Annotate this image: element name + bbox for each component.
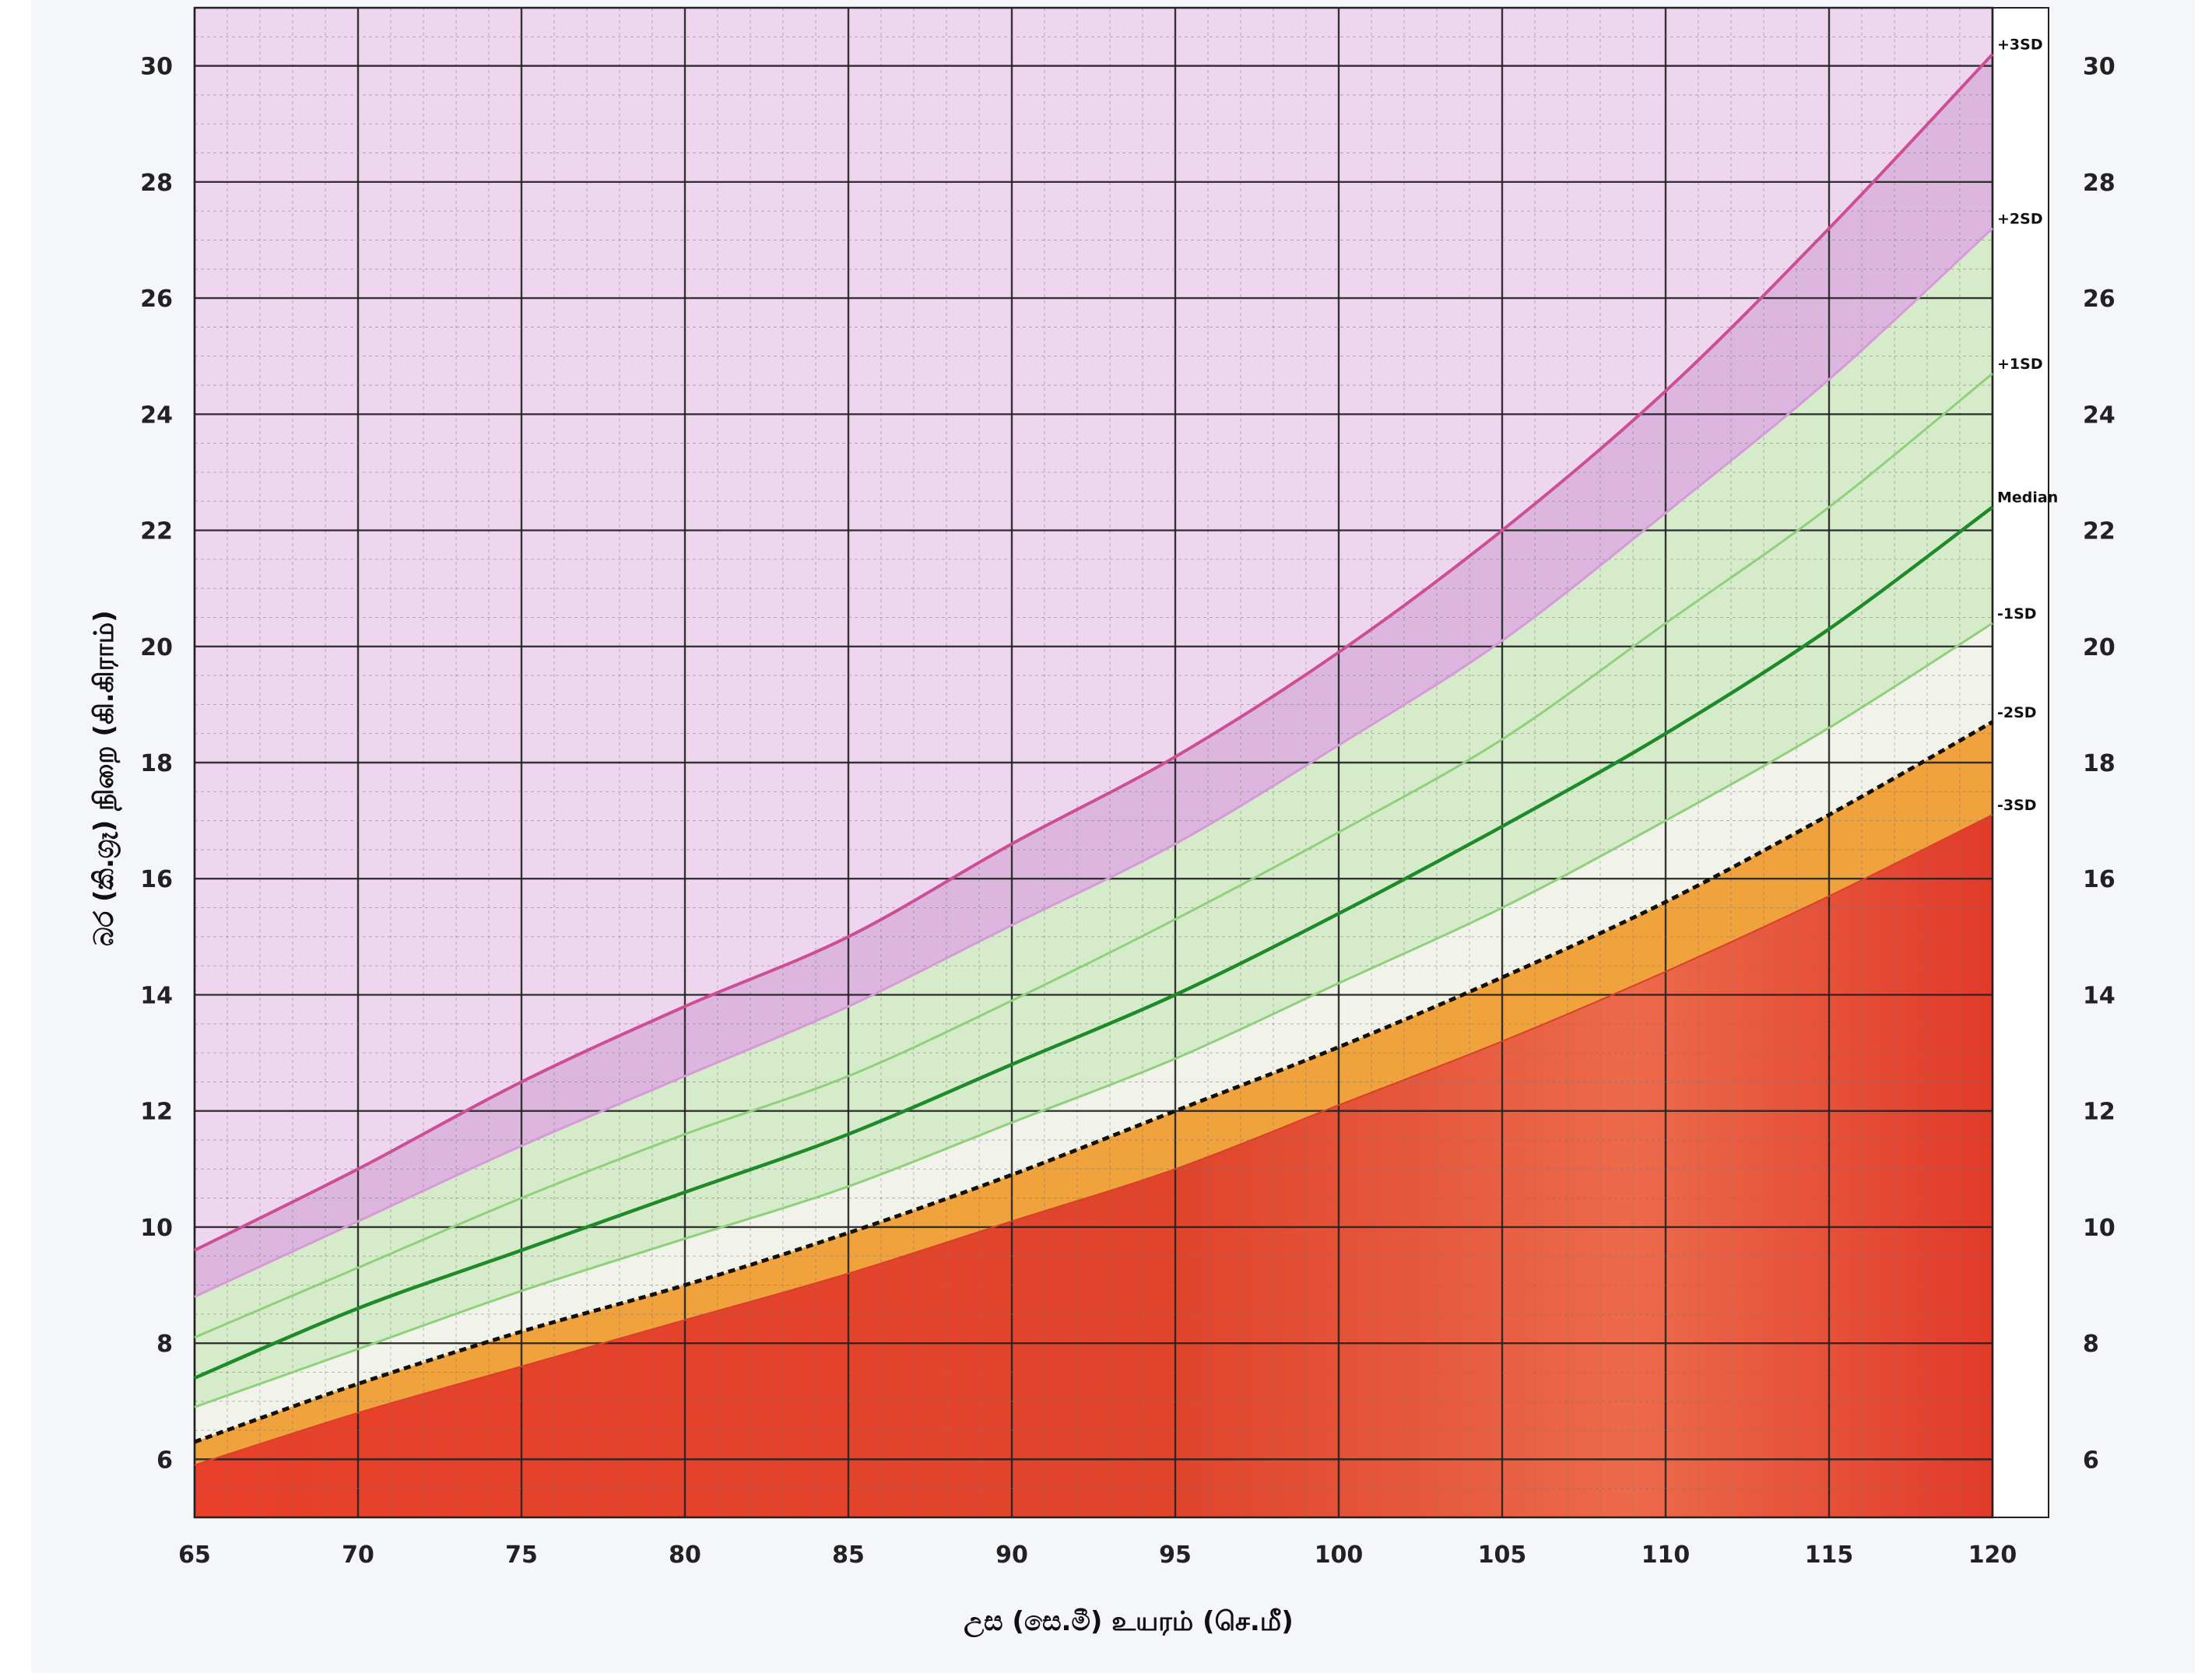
band-plus2-plus3 [195,54,1993,1297]
y-tick-label-right: 22 [2083,518,2115,545]
zone-bands [195,54,1993,1517]
series-line-minus3sd [194,814,1993,1466]
x-tick-label: 90 [995,1541,1028,1569]
series-line-minus2sd [194,720,1994,1444]
y-tick-label-left: 8 [156,1331,173,1358]
series-label: -1SD [1997,605,2037,623]
band-severe-wasting [195,815,1993,1517]
y-tick-label-right: 24 [2083,402,2115,429]
series-label: +2SD [1997,211,2043,228]
series-line-plus1sd [194,372,1993,1339]
y-tick-label-left: 28 [140,170,173,197]
y-tick-label-right: 28 [2083,170,2115,197]
y-tick-label-left: 18 [140,750,173,777]
y-tick-label-left: 10 [140,1215,173,1242]
series-label: -2SD [1997,704,2037,721]
curve-labels: +3SD +2SD +1SD Median -1SD -2SD -3SD [1997,37,2058,814]
y-tick-label-right: 14 [2083,982,2115,1009]
y-tick-label-left: 12 [140,1099,173,1126]
axis-ticks: 65 70 75 80 85 90 95 100 105 110 115 120 6 6 8 8 10 10 12 1… [140,54,2115,1569]
curve-lines [194,53,1994,1466]
y-tick-label-left: 20 [140,634,173,661]
x-tick-label: 80 [669,1541,701,1569]
x-tick-label: 65 [178,1541,211,1569]
band-moderate-wasting [195,721,1993,1465]
y-tick-label-left: 16 [140,866,173,893]
series-label: +3SD [1997,37,2043,54]
y-tick-label-left: 26 [140,286,173,313]
x-tick-label: 100 [1315,1541,1364,1569]
y-tick-label-left: 30 [140,54,173,81]
series-line-plus2sd [194,227,1994,1298]
y-tick-label-right: 12 [2083,1099,2115,1126]
y-tick-label-left: 22 [140,518,173,545]
x-tick-label: 70 [342,1541,374,1569]
series-label: Median [1997,489,2058,507]
y-tick-label-right: 10 [2083,1215,2115,1242]
x-tick-label: 95 [1159,1541,1192,1569]
series-label: +1SD [1997,356,2043,373]
grid-lines [193,6,1994,1519]
series-label: -3SD [1997,797,2037,814]
x-tick-label: 110 [1641,1541,1691,1569]
x-tick-label: 115 [1805,1541,1854,1569]
plot-border [193,6,1994,1519]
y-axis-title: බර (කි.ග්‍රෑ) நிறை (கி.கிராம்) [89,610,123,946]
label-column [1992,7,2049,1518]
y-tick-label-right: 16 [2083,866,2115,893]
band-minus1-minus2 [195,623,1993,1442]
x-axis-title: උස (සෙ.මී) உயரம் (செ.மீ) [964,1606,1294,1638]
y-tick-label-right: 30 [2083,54,2115,81]
series-line-minus1sd [194,622,1993,1408]
y-tick-label-right: 6 [2083,1447,2099,1474]
y-tick-label-right: 8 [2083,1331,2099,1358]
y-tick-label-right: 26 [2083,286,2115,313]
y-tick-label-left: 6 [156,1447,173,1474]
series-line-plus3sd [194,53,1994,1252]
band-green-normal [195,228,1993,1408]
x-tick-label: 105 [1478,1541,1527,1569]
x-tick-label: 120 [1968,1541,2017,1569]
series-line-median [194,505,1994,1380]
y-tick-label-left: 14 [140,982,173,1009]
x-tick-label: 85 [832,1541,865,1569]
y-tick-label-left: 24 [140,402,173,429]
x-tick-label: 75 [505,1541,538,1569]
y-tick-label-right: 20 [2083,634,2115,661]
y-tick-label-right: 18 [2083,750,2115,777]
